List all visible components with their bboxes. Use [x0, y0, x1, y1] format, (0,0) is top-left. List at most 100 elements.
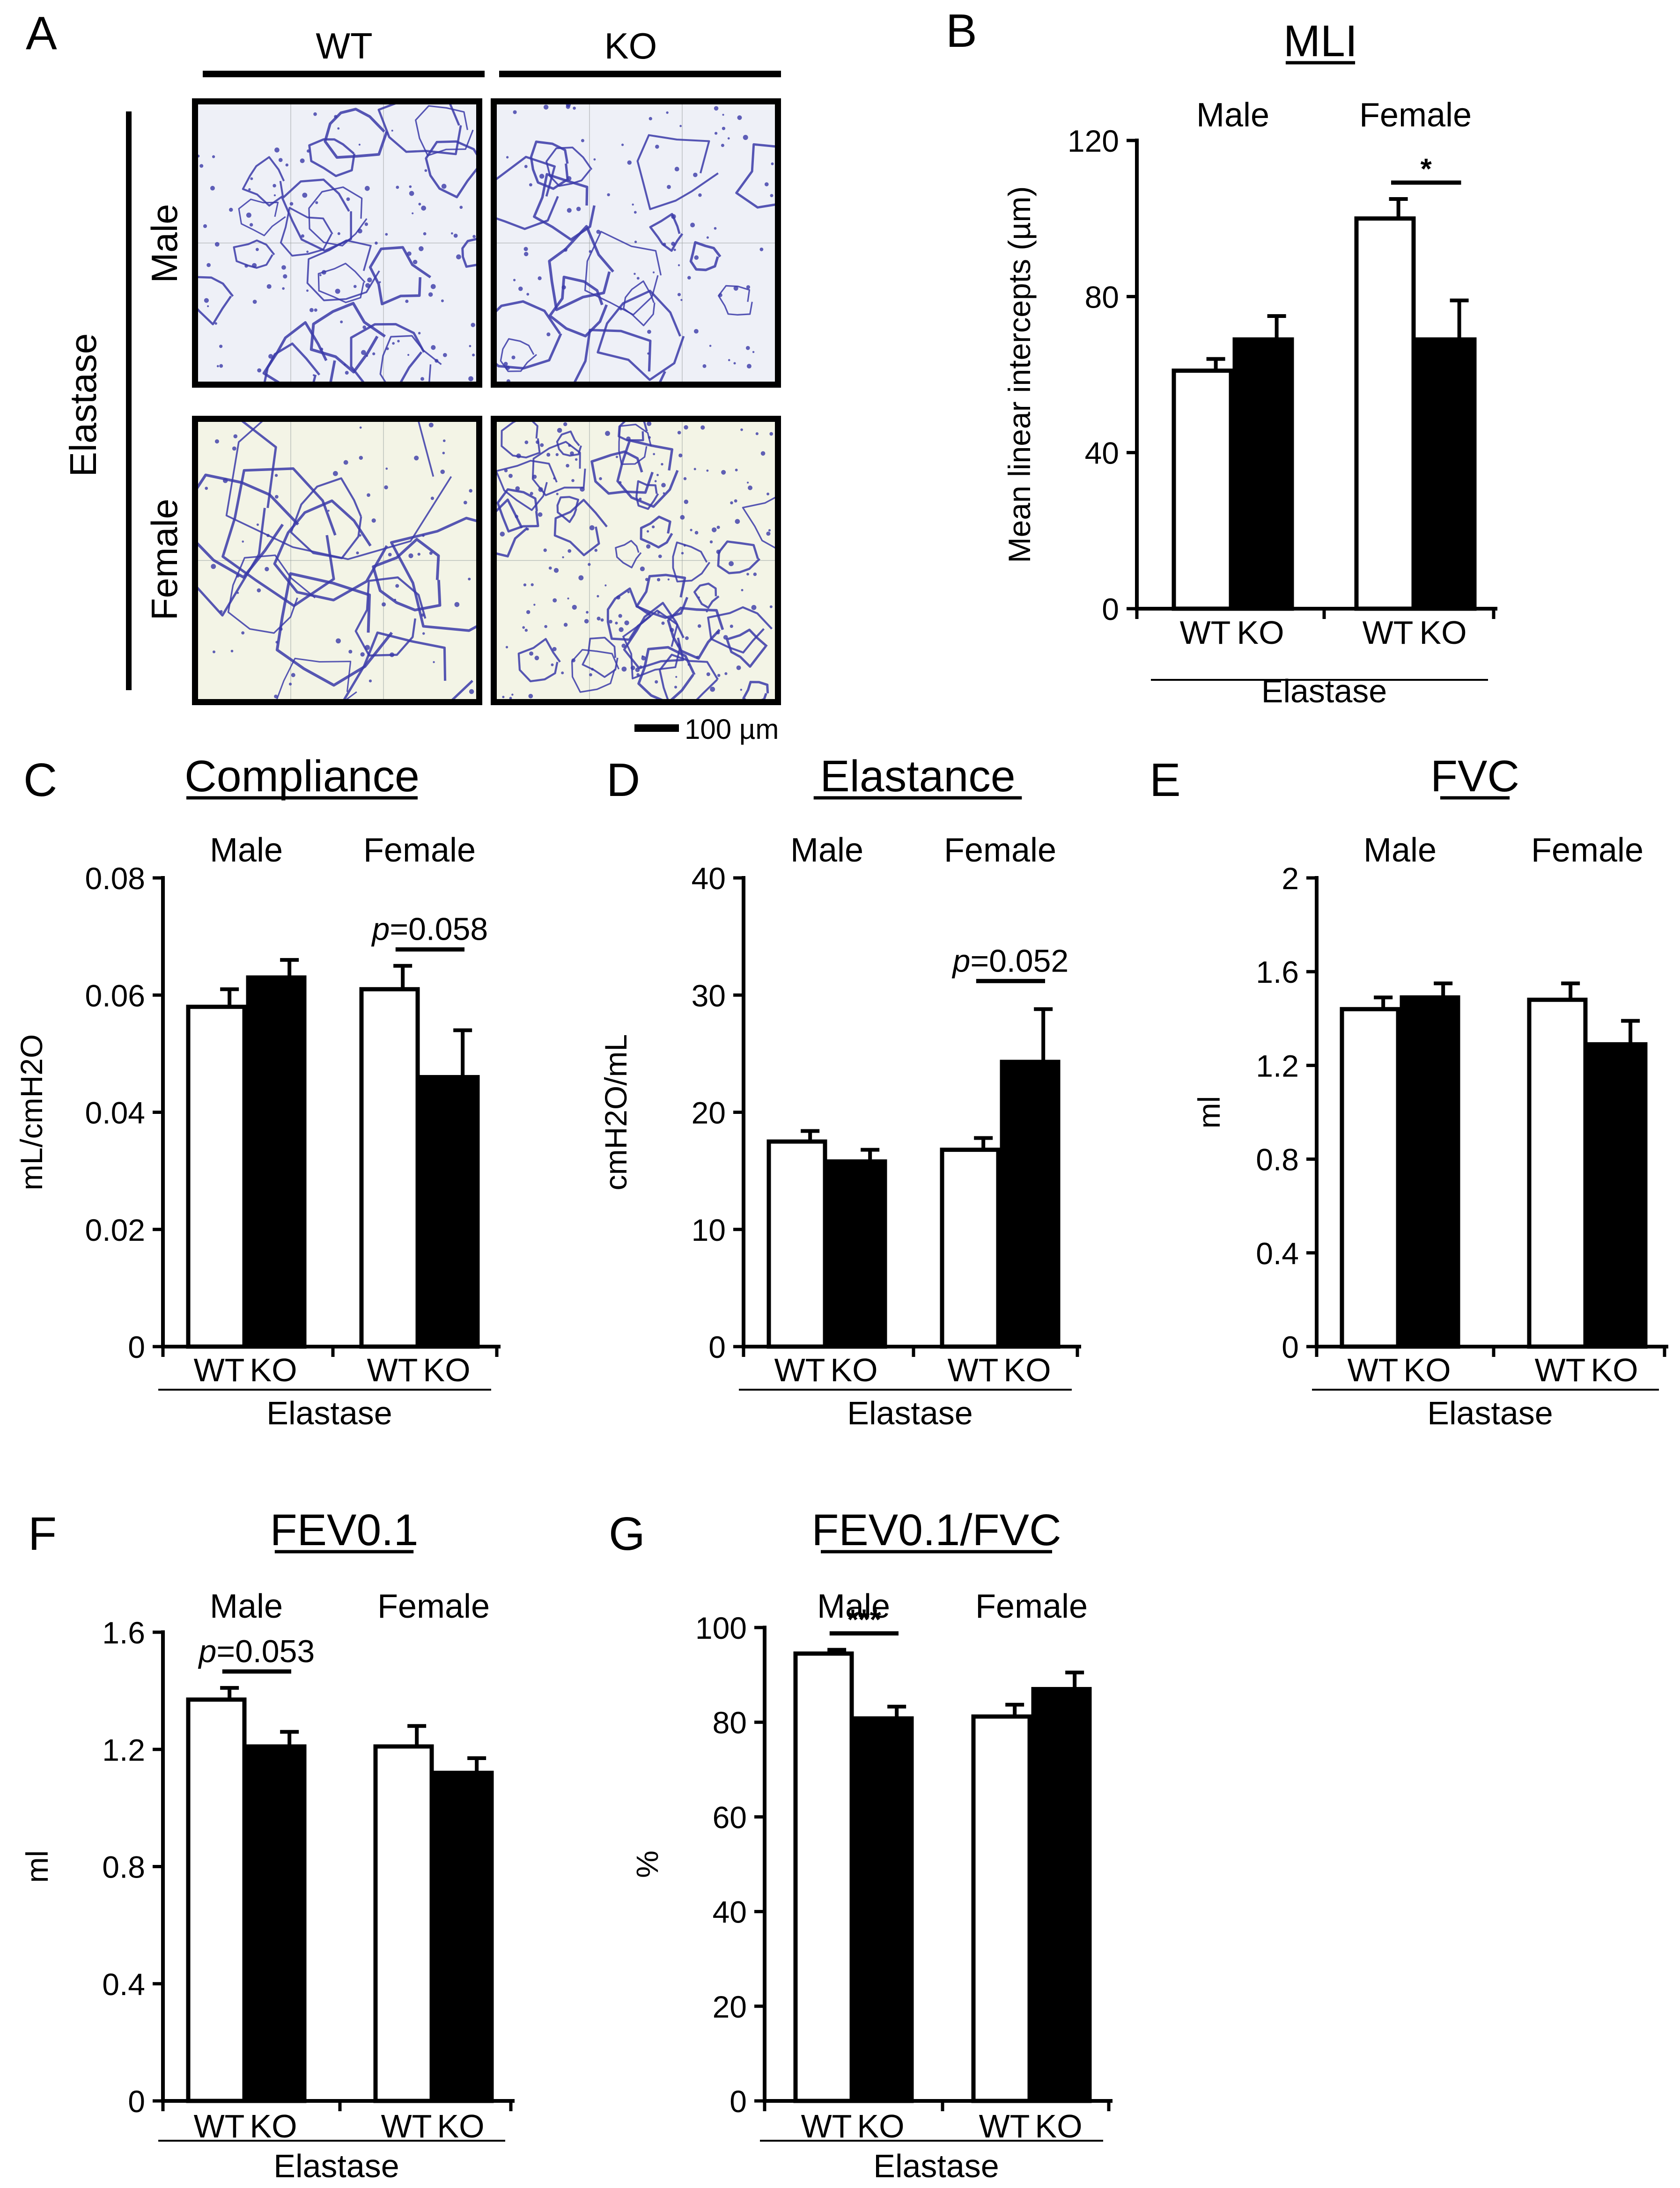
chart-f-group-label: Female: [377, 1588, 490, 1625]
nucleus: [733, 286, 738, 291]
panel-a-letter: A: [26, 7, 57, 59]
chart-e-y-tick-label: 1.2: [1256, 1048, 1299, 1083]
chart-d-category-label: WT: [774, 1352, 825, 1388]
nucleus: [576, 206, 581, 212]
alveolar-wall: [618, 422, 648, 442]
chart-b-y-tick-label: 80: [1085, 280, 1119, 314]
nucleus: [641, 655, 644, 657]
nucleus: [652, 271, 655, 273]
nucleus: [567, 208, 572, 213]
alveolar-wall: [717, 540, 761, 575]
nucleus: [441, 299, 444, 302]
nucleus: [716, 631, 720, 634]
nucleus: [746, 285, 751, 289]
nucleus: [771, 162, 774, 165]
nucleus: [353, 285, 357, 288]
nucleus: [591, 668, 594, 671]
nucleus: [396, 185, 399, 189]
nucleus: [663, 243, 666, 246]
nucleus: [736, 665, 741, 670]
chart-d-y-tick-label: 0: [708, 1330, 726, 1364]
chart-d-bar-wt: [940, 1148, 1001, 1349]
nucleus: [609, 619, 612, 624]
chart-e-y-tick-label: 2: [1282, 861, 1299, 896]
nucleus: [734, 499, 737, 503]
alveolar-wall: [198, 276, 234, 325]
nucleus: [706, 469, 709, 472]
alveolar-wall: [497, 498, 528, 558]
nucleus: [693, 329, 699, 334]
chart-c-significance-label: p=0.058: [371, 912, 488, 947]
nucleus: [417, 553, 420, 556]
chart-d-bar-wt: [766, 1139, 827, 1349]
nucleus: [528, 693, 533, 699]
nucleus: [407, 354, 410, 356]
chart-f-category-label: WT: [194, 2108, 245, 2144]
alveolar-wall: [306, 239, 380, 302]
alveolar-wall: [350, 323, 425, 382]
nucleus: [670, 628, 674, 633]
chart-c-category-label: KO: [423, 1352, 470, 1388]
chart-b-category-label: KO: [1237, 614, 1284, 651]
nucleus: [698, 597, 700, 599]
nucleus: [671, 242, 676, 246]
nucleus: [555, 453, 559, 457]
nucleus: [441, 184, 447, 189]
chart-f-bar-ko: [433, 1770, 494, 2103]
chart-b-panel-letter: B: [946, 5, 977, 57]
nucleus: [630, 665, 635, 670]
nucleus: [273, 194, 276, 197]
nucleus: [714, 106, 719, 111]
nucleus: [753, 572, 757, 576]
nucleus: [722, 126, 726, 130]
nucleus: [690, 222, 695, 228]
nucleus: [206, 263, 211, 267]
nucleus: [553, 477, 555, 480]
nucleus: [421, 613, 425, 617]
alveolar-wall: [616, 439, 679, 508]
nucleus: [459, 206, 463, 209]
nucleus: [255, 248, 259, 251]
nucleus: [548, 566, 552, 570]
nucleus: [743, 135, 748, 140]
alveolar-wall: [497, 300, 562, 370]
nucleus: [615, 456, 619, 458]
nucleus: [388, 553, 392, 557]
nucleus: [332, 471, 338, 476]
nucleus: [241, 631, 245, 635]
alveolar-wall: [623, 280, 656, 326]
nucleus: [244, 264, 248, 268]
nucleus: [658, 554, 662, 559]
alveolar-wall: [517, 638, 561, 683]
nucleus: [567, 549, 572, 553]
nucleus: [746, 364, 752, 369]
chart-d-title: Elastance: [820, 751, 1015, 801]
row-label-male: Male: [144, 204, 185, 283]
nucleus: [578, 575, 584, 581]
nucleus: [716, 549, 721, 554]
chart-e-y-axis-label: ml: [1192, 1096, 1226, 1129]
nucleus: [220, 610, 223, 613]
nucleus: [236, 574, 240, 578]
nucleus: [364, 186, 370, 191]
nucleus: [219, 345, 223, 348]
nucleus: [524, 251, 529, 257]
nucleus: [471, 323, 475, 327]
nucleus: [573, 106, 576, 110]
chart-g-y-tick-label: 80: [713, 1705, 747, 1740]
nucleus: [360, 652, 365, 657]
nucleus: [248, 188, 251, 191]
chart-g-bar-ko: [1031, 1687, 1092, 2103]
nucleus: [746, 573, 749, 576]
nucleus: [229, 207, 233, 212]
alveolar-wall: [501, 422, 541, 459]
alveolar-wall: [548, 225, 614, 311]
nucleus: [647, 352, 649, 355]
nucleus: [533, 604, 536, 606]
chart-g-category-label: KO: [857, 2108, 904, 2144]
chart-e-y-tick-label: 0.4: [1256, 1236, 1299, 1271]
nucleus: [721, 470, 726, 475]
alveolar-wall: [658, 654, 719, 699]
nucleus: [453, 233, 458, 238]
nucleus: [344, 363, 346, 366]
